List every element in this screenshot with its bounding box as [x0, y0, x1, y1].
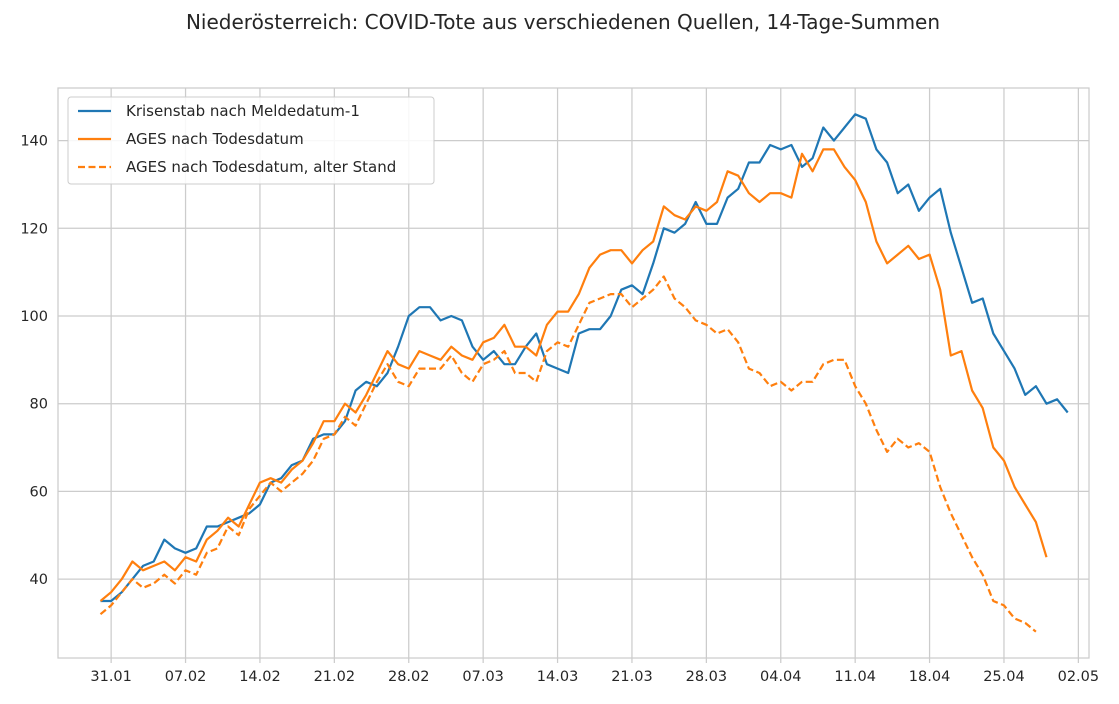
legend-label-ages-old: AGES nach Todesdatum, alter Stand — [126, 158, 396, 176]
series-lines — [99, 113, 1069, 633]
y-tick-label: 60 — [30, 484, 48, 500]
x-tick-label: 18.04 — [909, 669, 951, 685]
y-tick-label: 140 — [20, 134, 48, 150]
x-tick-label: 07.02 — [165, 669, 207, 685]
x-tick-label: 07.03 — [462, 669, 504, 685]
plot-frame — [57, 87, 1090, 659]
legend-label-krisenstab: Krisenstab nach Meldedatum-1 — [126, 102, 360, 120]
series-line-2 — [99, 275, 1037, 633]
x-tick-label: 21.02 — [314, 669, 356, 685]
legend-label-ages: AGES nach Todesdatum — [126, 130, 304, 148]
x-tick-label: 31.01 — [90, 669, 132, 685]
x-tick-label: 04.04 — [760, 669, 802, 685]
x-tick-label: 02.05 — [1058, 669, 1100, 685]
y-tick-label: 80 — [30, 397, 48, 413]
x-tick-label: 11.04 — [834, 669, 876, 685]
x-tick-label: 28.03 — [686, 669, 728, 685]
y-tick-label: 120 — [20, 221, 48, 237]
y-axis-ticks: 40 60 80 100 120 140 — [20, 134, 48, 588]
series-line-0 — [100, 113, 1069, 603]
chart-title: Niederösterreich: COVID-Tote aus verschi… — [186, 10, 940, 34]
series-line-1 — [99, 148, 1048, 602]
x-tick-label: 21.03 — [611, 669, 653, 685]
x-tick-label: 14.03 — [537, 669, 579, 685]
y-tick-label: 100 — [20, 309, 48, 325]
x-axis-ticks: 31.01 07.02 14.02 21.02 28.02 07.03 14.03 21.03… — [90, 658, 1099, 685]
x-tick-label: 14.02 — [239, 669, 281, 685]
legend-box — [67, 96, 435, 185]
legend: Krisenstab nach Meldedatum-1 AGES nach T… — [67, 96, 435, 185]
x-tick-label: 25.04 — [983, 669, 1025, 685]
y-tick-label: 40 — [30, 572, 48, 588]
x-tick-label: 28.02 — [388, 669, 430, 685]
